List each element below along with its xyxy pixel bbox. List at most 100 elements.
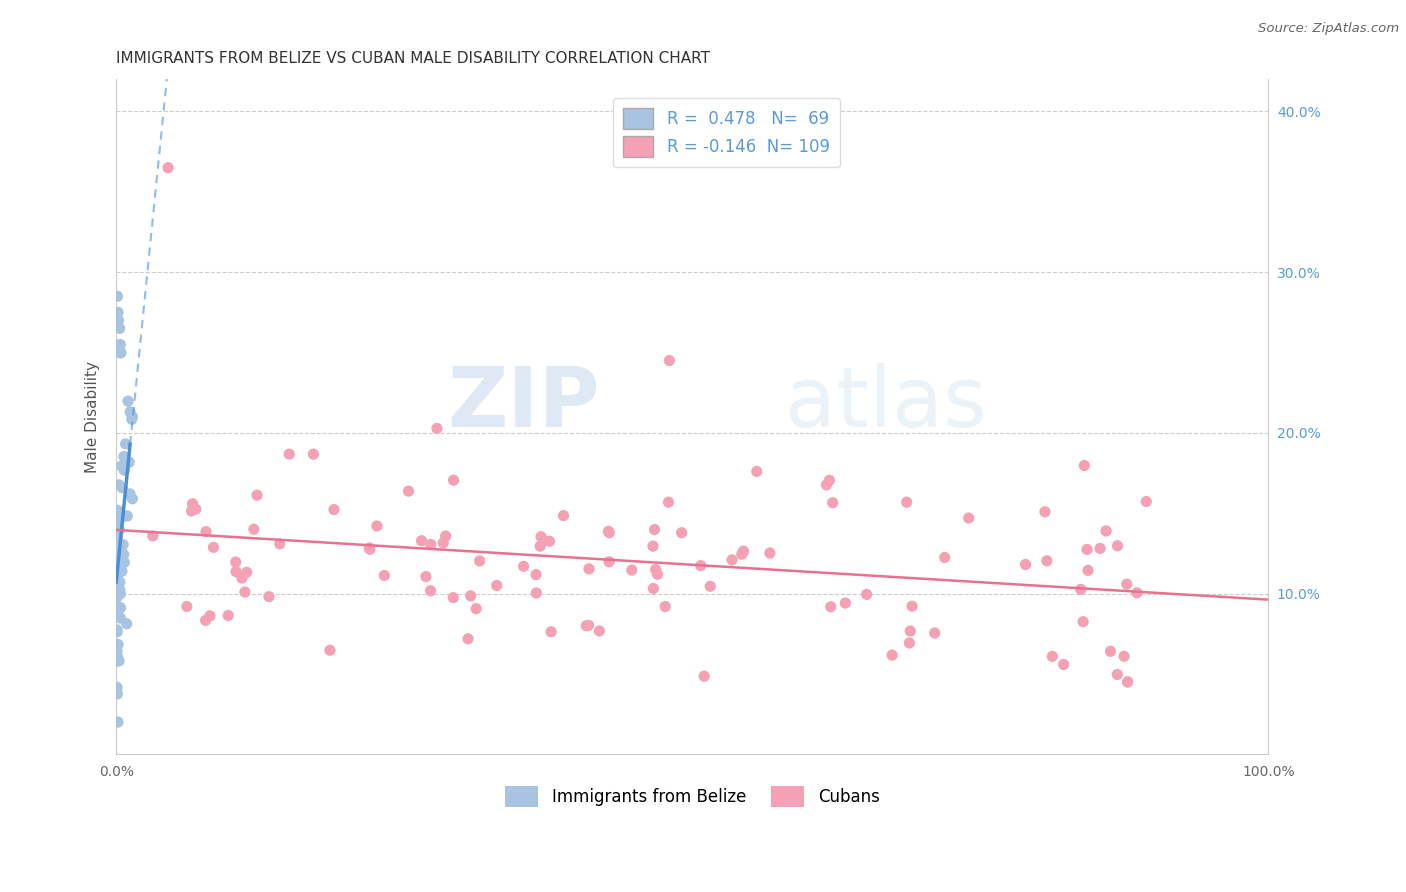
Point <box>644 523 666 537</box>
Point <box>731 547 754 561</box>
Text: atlas: atlas <box>785 363 987 444</box>
Point <box>1014 558 1036 572</box>
Point <box>111 564 134 578</box>
Point <box>657 495 679 509</box>
Point <box>105 590 128 604</box>
Point <box>578 618 600 632</box>
Text: IMMIGRANTS FROM BELIZE VS CUBAN MALE DISABILITY CORRELATION CHART: IMMIGRANTS FROM BELIZE VS CUBAN MALE DIS… <box>117 51 710 66</box>
Point <box>114 463 136 477</box>
Point <box>654 599 676 614</box>
Point <box>107 637 129 651</box>
Point <box>105 516 128 531</box>
Point <box>257 590 280 604</box>
Point <box>647 567 669 582</box>
Point <box>120 405 142 419</box>
Point <box>105 644 128 658</box>
Point <box>540 624 562 639</box>
Point <box>526 586 548 600</box>
Point <box>105 681 128 695</box>
Point <box>529 539 551 553</box>
Point <box>644 563 666 577</box>
Point <box>231 571 253 585</box>
Point <box>1076 542 1098 557</box>
Point <box>194 613 217 627</box>
Point <box>641 539 664 553</box>
Point <box>319 643 342 657</box>
Point <box>457 632 479 646</box>
Point <box>443 473 465 487</box>
Point <box>1107 667 1129 681</box>
Point <box>110 458 132 473</box>
Point <box>107 313 129 327</box>
Point <box>142 529 165 543</box>
Point <box>1033 505 1056 519</box>
Point <box>733 544 755 558</box>
Point <box>643 582 665 596</box>
Point <box>110 564 132 578</box>
Point <box>105 570 128 584</box>
Point <box>108 561 131 575</box>
Point <box>108 512 131 526</box>
Point <box>432 536 454 550</box>
Point <box>112 461 135 475</box>
Point <box>419 537 441 551</box>
Point <box>419 583 441 598</box>
Point <box>426 421 449 435</box>
Point <box>198 608 221 623</box>
Point <box>108 575 131 590</box>
Point <box>745 465 768 479</box>
Point <box>671 525 693 540</box>
Point <box>1115 577 1137 591</box>
Point <box>598 555 620 569</box>
Point <box>105 568 128 582</box>
Point <box>434 529 457 543</box>
Point <box>105 603 128 617</box>
Point <box>107 305 129 319</box>
Point <box>112 537 135 551</box>
Point <box>105 648 128 663</box>
Point <box>115 616 138 631</box>
Point <box>398 484 420 499</box>
Point <box>855 587 877 601</box>
Point <box>359 541 381 555</box>
Point <box>366 519 388 533</box>
Point <box>620 563 643 577</box>
Point <box>121 412 143 426</box>
Point <box>821 496 844 510</box>
Point <box>721 553 744 567</box>
Point <box>108 654 131 668</box>
Point <box>1126 586 1149 600</box>
Point <box>1095 524 1118 538</box>
Point <box>699 579 721 593</box>
Point <box>820 599 842 614</box>
Point <box>1099 644 1122 658</box>
Point <box>1040 649 1063 664</box>
Point <box>411 533 433 548</box>
Point <box>1116 674 1139 689</box>
Point <box>373 568 395 582</box>
Point <box>105 529 128 543</box>
Point <box>110 611 132 625</box>
Point <box>107 714 129 729</box>
Point <box>598 525 620 540</box>
Point <box>465 601 488 615</box>
Point <box>898 624 921 638</box>
Point <box>1135 494 1157 508</box>
Point <box>110 600 132 615</box>
Point <box>468 554 491 568</box>
Point <box>107 566 129 581</box>
Text: Source: ZipAtlas.com: Source: ZipAtlas.com <box>1258 22 1399 36</box>
Point <box>323 502 346 516</box>
Point <box>246 488 269 502</box>
Point <box>108 478 131 492</box>
Point <box>693 669 716 683</box>
Point <box>112 548 135 562</box>
Point <box>217 608 239 623</box>
Point <box>195 524 218 539</box>
Point <box>105 566 128 580</box>
Point <box>202 541 225 555</box>
Point <box>105 687 128 701</box>
Point <box>1107 539 1129 553</box>
Point <box>1070 582 1092 597</box>
Point <box>302 447 325 461</box>
